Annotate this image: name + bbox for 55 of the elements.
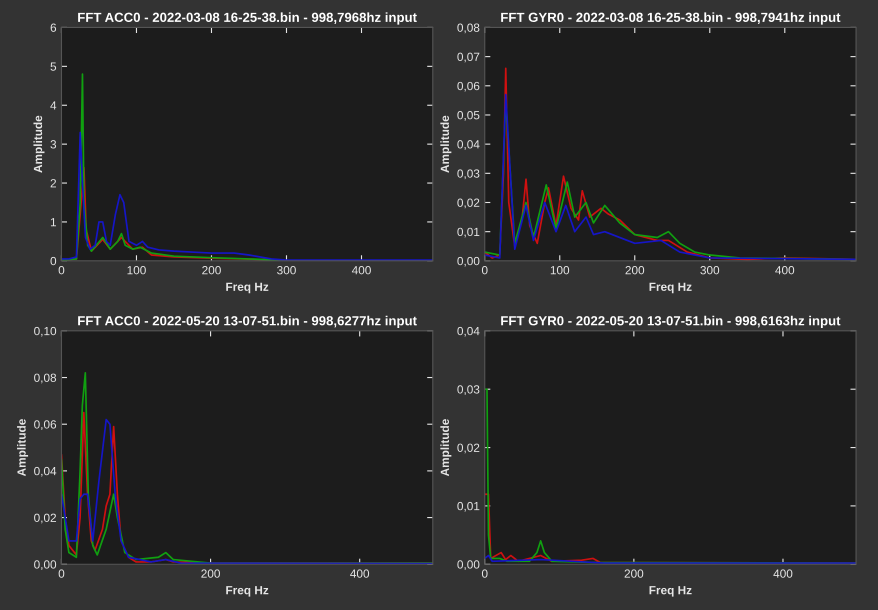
y-axis-title: Amplitude xyxy=(17,419,28,476)
x-tick-label: 400 xyxy=(350,569,370,578)
x-tick-label: 200 xyxy=(201,569,220,578)
y-tick-label: 0,01 xyxy=(457,228,480,238)
x-tick-label: 0 xyxy=(58,569,64,578)
x-tick-label: 0 xyxy=(58,266,64,274)
y-tick-label: 0,10 xyxy=(34,326,56,337)
x-tick-label: 100 xyxy=(550,266,570,274)
y-tick-label: 0,02 xyxy=(34,514,56,524)
x-tick-label: 400 xyxy=(773,569,792,578)
y-tick-label: 4 xyxy=(50,101,56,110)
x-tick-label: 0 xyxy=(482,569,488,578)
chart-title: FFT GYR0 - 2022-03-08 16-25-38.bin - 998,7941hz input xyxy=(501,12,840,25)
y-tick-label: 0,01 xyxy=(457,502,480,512)
x-axis-title: Freq Hz xyxy=(226,282,268,294)
y-tick-label: 0,06 xyxy=(457,82,480,92)
x-axis-title: Freq Hz xyxy=(226,586,268,597)
y-tick-label: 0,02 xyxy=(457,198,480,208)
y-axis-title: Amplitude xyxy=(440,116,452,173)
x-tick-label: 300 xyxy=(277,266,296,274)
y-axis-title: Amplitude xyxy=(440,419,452,476)
chart-title: FFT ACC0 - 2022-03-08 16-25-38.bin - 998,7968hz input xyxy=(78,12,417,25)
y-tick-label: 3 xyxy=(50,140,56,149)
y-tick-label: 0,00 xyxy=(457,560,480,570)
x-tick-label: 200 xyxy=(626,266,644,274)
x-tick-label: 400 xyxy=(352,266,371,274)
x-tick-label: 200 xyxy=(202,266,221,274)
y-tick-label: 0,08 xyxy=(457,23,480,34)
y-tick-label: 6 xyxy=(50,23,56,32)
y-tick-label: 0,06 xyxy=(34,420,56,430)
y-tick-label: 0,00 xyxy=(34,560,56,570)
y-axis-title: Amplitude xyxy=(33,116,44,173)
y-tick-label: 0,07 xyxy=(457,52,480,62)
y-tick-label: 0,02 xyxy=(457,444,480,454)
x-tick-label: 0 xyxy=(482,266,488,274)
x-tick-label: 400 xyxy=(775,266,794,274)
y-tick-label: 0,00 xyxy=(457,256,480,267)
y-tick-label: 0,05 xyxy=(457,111,480,121)
chart-title: FFT GYR0 - 2022-05-20 13-07-51.bin - 998,6163hz input xyxy=(501,316,840,328)
y-tick-label: 0,04 xyxy=(34,466,56,477)
y-tick-label: 0 xyxy=(50,256,56,266)
x-axis-title: Freq Hz xyxy=(650,586,692,597)
y-tick-label: 0,03 xyxy=(457,385,480,395)
y-tick-label: 0,04 xyxy=(457,326,480,337)
y-tick-label: 2 xyxy=(50,179,56,188)
chart-title: FFT ACC0 - 2022-05-20 13-07-51.bin - 998,6277hz input xyxy=(78,316,417,328)
y-tick-label: 1 xyxy=(50,218,56,226)
x-tick-label: 100 xyxy=(128,266,146,274)
y-tick-label: 0,04 xyxy=(457,140,480,150)
y-tick-label: 0,03 xyxy=(457,169,480,180)
x-axis-title: Freq Hz xyxy=(650,282,692,294)
y-tick-label: 0,08 xyxy=(34,374,56,384)
x-tick-label: 300 xyxy=(700,266,720,274)
y-tick-label: 5 xyxy=(50,62,56,71)
x-tick-label: 200 xyxy=(624,569,644,578)
